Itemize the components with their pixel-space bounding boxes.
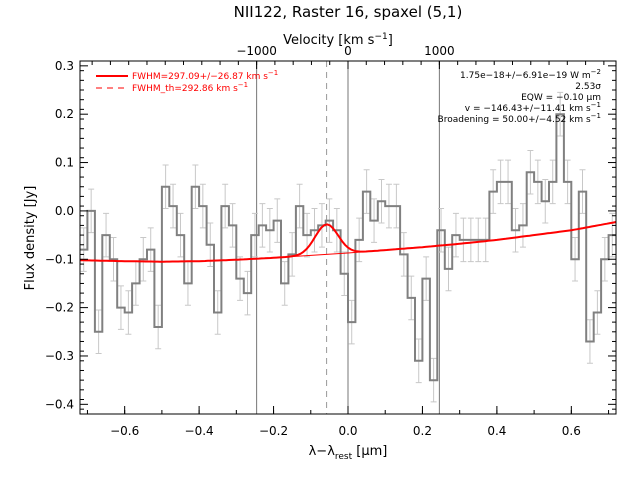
- x-tick-label-4: 0.2: [413, 424, 432, 438]
- annotation-1: 2.53σ: [575, 82, 601, 92]
- x-axis-title: λ−λrest [μm]: [309, 444, 388, 462]
- error-bars: [80, 91, 616, 403]
- annotation-2: EQW = −0.10 μm: [521, 93, 601, 103]
- x-axis-title-unit: [μm]: [352, 444, 387, 459]
- top-axis-title: Velocity [km s−1]: [283, 32, 393, 48]
- y-tick-label-3: −0.1: [45, 252, 74, 266]
- spectrum-steps: [80, 113, 616, 382]
- annotation-0: 1.75e−18+/−6.91e−19 W m−2: [460, 68, 601, 81]
- legend-label-fwhm-th: FWHM_th=292.86 km s−1: [132, 81, 248, 94]
- top-axis-title-sup: −1: [374, 32, 387, 42]
- legend-label-fwhm-text: FWHM=297.09+/−26.87 km s: [132, 72, 268, 82]
- y-tick-label-7: 0.3: [55, 59, 74, 73]
- top-axis-title-main: Velocity [km s: [283, 33, 375, 48]
- legend-label-fwhm-th-text: FWHM_th=292.86 km s: [132, 84, 238, 94]
- legend-label-fwhm-sup: −1: [268, 69, 278, 77]
- top-tick-label-0: −1000: [236, 44, 277, 58]
- top-tick-label-2: 1000: [424, 44, 455, 58]
- legend-label-fwhm: FWHM=297.09+/−26.87 km s−1: [132, 69, 278, 82]
- annotation-4: Broadening = 50.00+/−4.52 km s−1: [438, 112, 601, 125]
- legend: FWHM=297.09+/−26.87 km s−1 FWHM_th=292.8…: [96, 69, 278, 94]
- x-tick-label-6: 0.6: [562, 424, 581, 438]
- y-tick-label-2: −0.2: [45, 301, 74, 315]
- y-tick-label-1: −0.3: [45, 349, 74, 363]
- annotation-3: v = −146.43+/−11.41 km s−1: [465, 101, 601, 114]
- y-tick-label-5: 0.1: [55, 156, 74, 170]
- x-tick-label-1: −0.4: [185, 424, 214, 438]
- top-axis-title-end: ]: [388, 33, 393, 48]
- y-tick-label-0: −0.4: [45, 397, 74, 411]
- gaussian-fit-line: [79, 221, 617, 263]
- x-axis-title-main: λ−λ: [309, 444, 336, 459]
- chart-title: NII122, Raster 16, spaxel (5,1): [234, 3, 463, 21]
- spectrum-series: [80, 113, 616, 382]
- x-tick-label-0: −0.6: [110, 424, 139, 438]
- x-tick-label-5: 0.4: [487, 424, 506, 438]
- x-tick-label-2: −0.2: [259, 424, 288, 438]
- y-tick-label-4: 0.0: [55, 204, 74, 218]
- top-tick-label-1: 0: [344, 44, 352, 58]
- x-tick-label-3: 0.0: [338, 424, 357, 438]
- legend-label-fwhm-th-sup: −1: [238, 81, 248, 89]
- x-axis-title-sub: rest: [335, 452, 353, 462]
- reference-lines: [256, 61, 440, 414]
- axes: −0.6 −0.4 −0.2 0.0 0.2 0.4 0.6 −0.4 −0.3 −0.2 −0.1…: [45, 44, 617, 438]
- y-axis-title: Flux density [Jy]: [23, 186, 38, 291]
- y-tick-label-6: 0.2: [55, 107, 74, 121]
- fit-curves: [79, 221, 617, 263]
